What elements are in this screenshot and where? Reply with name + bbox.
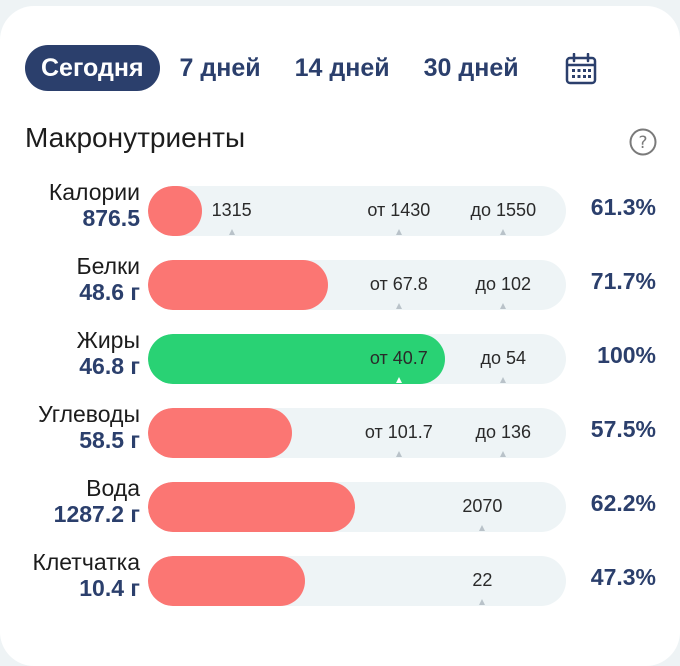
section-title: Макронутриенты xyxy=(25,122,246,153)
macro-row: Белки 48.6 г от 67.8 до 102 71.7% xyxy=(0,252,680,312)
target-marker xyxy=(500,451,507,457)
macro-name: Углеводы xyxy=(38,401,140,427)
tab-14-days[interactable]: 14 дней xyxy=(294,54,390,82)
help-icon[interactable]: ? xyxy=(628,127,658,157)
tab-today[interactable]: Сегодня xyxy=(25,45,160,91)
target-mark-label: до 54 xyxy=(480,348,527,368)
target-mark-label: до 102 xyxy=(475,274,532,294)
macro-percent: 62.2% xyxy=(590,490,656,516)
target-mark-label: 22 xyxy=(472,570,493,590)
macro-name: Белки xyxy=(76,253,140,279)
macro-label: Углеводы 58.5 г xyxy=(38,401,140,454)
macro-name: Жиры xyxy=(76,327,140,353)
target-mark-label: от 40.7 xyxy=(369,348,428,368)
macro-value: 46.8 г xyxy=(79,353,140,379)
macro-name: Клетчатка xyxy=(32,549,140,575)
progress-fill xyxy=(148,334,445,384)
macro-row: Вода 1287.2 г 2070 62.2% xyxy=(0,474,680,534)
macro-value: 1287.2 г xyxy=(53,501,140,527)
macro-value: 58.5 г xyxy=(79,427,140,453)
target-marker xyxy=(395,451,402,457)
svg-text:?: ? xyxy=(638,133,647,153)
macro-value: 876.5 xyxy=(82,205,140,231)
calendar-icon[interactable] xyxy=(565,53,597,85)
progress-track: 1315 от 1430 до 1550 xyxy=(148,186,566,236)
macro-name: Калории xyxy=(48,179,140,205)
macro-value: 48.6 г xyxy=(79,279,140,305)
target-mark-label: 2070 xyxy=(462,496,503,516)
macro-row: Углеводы 58.5 г от 101.7 до 136 57.5% xyxy=(0,400,680,460)
macro-label: Вода 1287.2 г xyxy=(53,475,140,528)
macro-percent: 100% xyxy=(597,342,656,368)
target-marker xyxy=(479,599,486,605)
macro-percent: 71.7% xyxy=(590,268,656,294)
progress-fill xyxy=(148,482,355,532)
target-mark-label: от 67.8 xyxy=(369,274,428,294)
target-marker xyxy=(395,303,402,309)
target-marker xyxy=(395,377,402,383)
progress-fill xyxy=(148,186,203,236)
target-mark-label: до 1550 xyxy=(470,200,537,220)
period-tabs: Сегодня 7 дней 14 дней 30 дней xyxy=(25,45,553,91)
target-mark-label: 1315 xyxy=(211,200,252,220)
target-marker xyxy=(395,229,402,235)
progress-track: от 67.8 до 102 xyxy=(148,260,566,310)
macro-percent: 61.3% xyxy=(590,194,656,220)
target-marker xyxy=(500,303,507,309)
progress-fill xyxy=(148,556,305,606)
macro-label: Клетчатка 10.4 г xyxy=(32,549,140,602)
macro-label: Жиры 46.8 г xyxy=(76,327,140,380)
tab-7-days[interactable]: 7 дней xyxy=(179,54,261,82)
macro-name: Вода xyxy=(86,475,140,501)
macro-row: Жиры 46.8 г от 40.7 до 54 100% xyxy=(0,326,680,386)
progress-track: 22 xyxy=(148,556,566,606)
macro-row: Калории 876.5 1315 от 1430 до 1550 61.3% xyxy=(0,178,680,238)
progress-fill xyxy=(148,408,293,458)
progress-track: от 101.7 до 136 xyxy=(148,408,566,458)
progress-fill xyxy=(148,260,328,310)
macro-percent: 47.3% xyxy=(590,564,656,590)
macro-row: Клетчатка 10.4 г 22 47.3% xyxy=(0,548,680,608)
target-marker xyxy=(500,229,507,235)
macro-label: Калории 876.5 xyxy=(48,179,140,232)
target-marker xyxy=(479,525,486,531)
target-marker xyxy=(228,229,235,235)
tab-30-days[interactable]: 30 дней xyxy=(423,54,519,82)
target-marker xyxy=(500,377,507,383)
progress-track: 2070 xyxy=(148,482,566,532)
macro-percent: 57.5% xyxy=(590,416,656,442)
target-mark-label: от 1430 xyxy=(367,200,431,220)
progress-track: от 40.7 до 54 xyxy=(148,334,566,384)
macro-label: Белки 48.6 г xyxy=(76,253,140,306)
target-mark-label: до 136 xyxy=(475,422,532,442)
macro-value: 10.4 г xyxy=(79,575,140,601)
target-mark-label: от 101.7 xyxy=(364,422,433,442)
